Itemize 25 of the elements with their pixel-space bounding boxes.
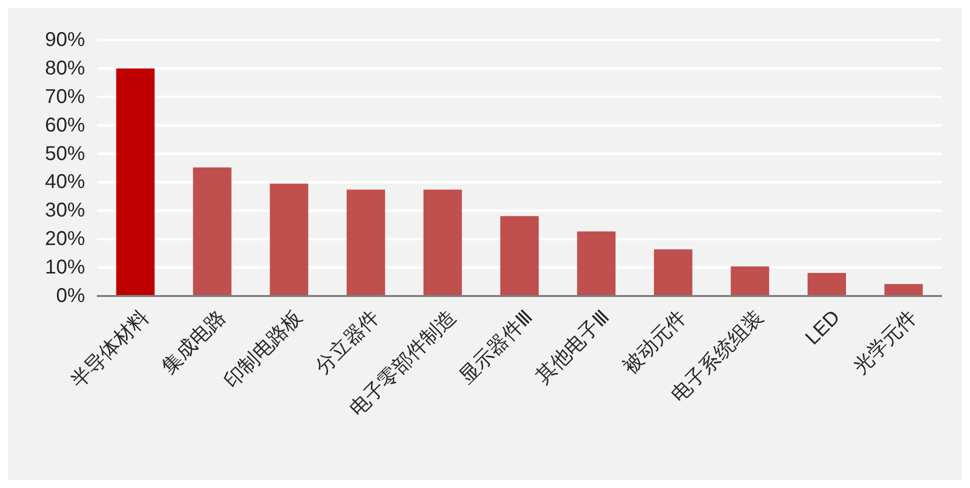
x-tick-label: 光学元件 (849, 306, 922, 378)
bar (730, 266, 770, 296)
x-tick-label: LED (801, 306, 845, 350)
y-tick-label: 80% (44, 57, 86, 80)
bar (116, 68, 155, 296)
bar (270, 184, 308, 296)
y-tick-label: 10% (44, 256, 86, 279)
y-tick-label: 70% (44, 86, 86, 108)
bar (654, 249, 692, 296)
bar (500, 216, 539, 296)
y-tick-label: 90% (44, 29, 86, 51)
y-tick-label: 0% (56, 285, 86, 307)
y-tick-label: 20% (44, 228, 86, 250)
y-tick-label: 30% (44, 200, 86, 222)
x-tick-label: 半导体材料 (66, 306, 154, 392)
y-tick-label: 50% (44, 142, 86, 165)
bar (193, 167, 232, 296)
bar (346, 190, 386, 296)
x-tick-label: 其他电子Ⅲ (532, 306, 614, 388)
y-tick-label: 60% (44, 114, 86, 136)
bar (884, 284, 923, 296)
bar (808, 272, 846, 296)
y-tick-label: 40% (44, 171, 86, 194)
bar (577, 231, 616, 296)
bar (423, 190, 462, 296)
